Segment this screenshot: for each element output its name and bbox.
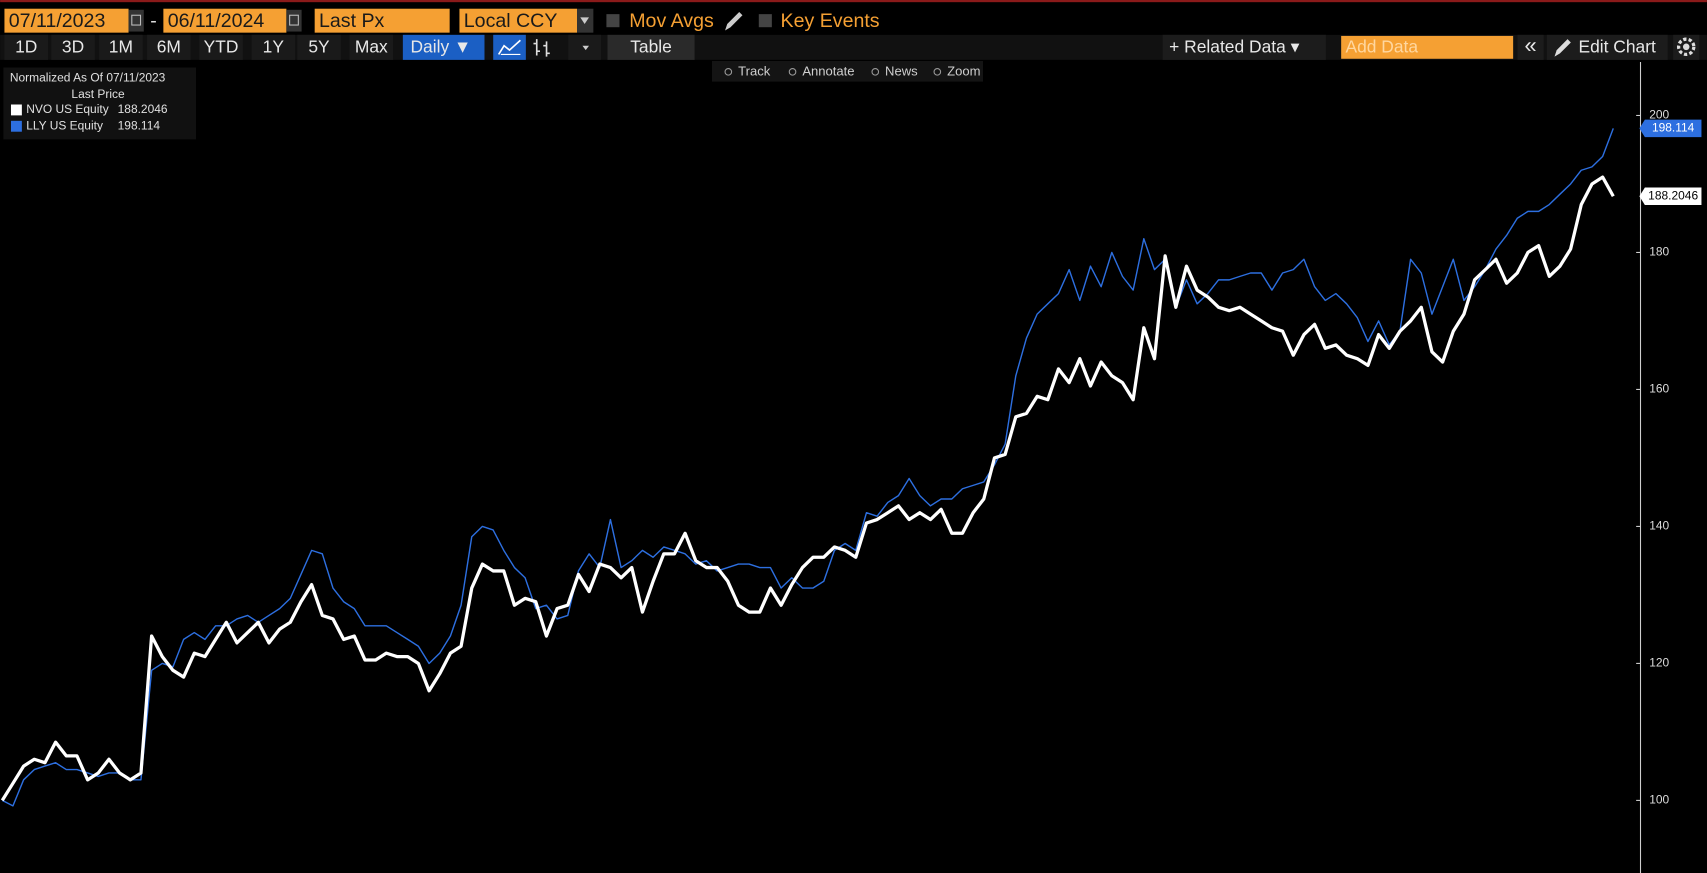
legend-value: 188.2046 bbox=[118, 102, 168, 116]
related-data-button[interactable] bbox=[1162, 34, 1326, 60]
field-text[interactable]: Last Px bbox=[319, 10, 385, 32]
y-tick-label: 120 bbox=[1649, 656, 1669, 670]
frequency-label[interactable]: Daily ▼ bbox=[410, 36, 471, 56]
y-tick-label: 140 bbox=[1649, 519, 1669, 533]
calendar-glyph bbox=[289, 14, 299, 26]
legend bbox=[3, 67, 197, 140]
series-line bbox=[1, 128, 1614, 807]
calendar-glyph bbox=[131, 14, 142, 26]
range-label[interactable]: YTD bbox=[204, 36, 239, 56]
last-value-tag bbox=[1639, 119, 1702, 138]
date-separator: - bbox=[150, 10, 157, 32]
range-buttons: 1D 3D 1M 6M YTD 1Y 5Y Max bbox=[4, 34, 394, 60]
last-value-label: 188.2046 bbox=[1648, 188, 1698, 202]
legend-name: LLY US Equity bbox=[26, 118, 103, 132]
tool-icon bbox=[933, 68, 942, 76]
pencil-icon[interactable] bbox=[725, 11, 743, 31]
start-date-field[interactable] bbox=[4, 8, 129, 33]
range-button[interactable] bbox=[147, 34, 191, 60]
tool-icon bbox=[724, 68, 733, 76]
add-data-field[interactable] bbox=[1341, 35, 1514, 59]
table-label[interactable]: Table bbox=[630, 36, 672, 56]
range-button[interactable] bbox=[349, 34, 394, 60]
end-date-field[interactable] bbox=[163, 8, 287, 33]
y-tick-label: 160 bbox=[1649, 382, 1669, 396]
line-icon bbox=[497, 39, 521, 55]
range-button[interactable] bbox=[4, 34, 48, 60]
legend-value: 198.114 bbox=[118, 118, 161, 132]
range-label[interactable]: 1Y bbox=[263, 36, 285, 56]
tool-label[interactable]: Zoom bbox=[947, 63, 980, 78]
range-button[interactable] bbox=[251, 34, 296, 60]
edit-chart-button[interactable] bbox=[1546, 34, 1668, 60]
key-events-checkbox[interactable] bbox=[758, 14, 772, 28]
range-label[interactable]: 1M bbox=[109, 36, 133, 56]
currency-text[interactable]: Local CCY bbox=[464, 10, 558, 32]
table-button[interactable] bbox=[607, 34, 695, 60]
range-label[interactable]: 6M bbox=[157, 36, 181, 56]
dropdown-arrow bbox=[580, 17, 589, 24]
gear-hub bbox=[1682, 43, 1690, 51]
frequency-button[interactable] bbox=[402, 34, 485, 60]
legend-title: Normalized As Of 07/11/2023 bbox=[10, 71, 166, 85]
end-date[interactable]: 06/11/2024 bbox=[168, 10, 265, 32]
range-label[interactable]: 5Y bbox=[308, 36, 330, 56]
range-label[interactable]: 1D bbox=[15, 36, 37, 56]
y-tick-label: 100 bbox=[1649, 793, 1669, 807]
add-data-placeholder[interactable]: Add Data bbox=[1346, 36, 1419, 56]
calendar-icon[interactable] bbox=[128, 9, 144, 32]
legend-swatch bbox=[10, 104, 22, 116]
tool-icon bbox=[871, 68, 880, 76]
range-label[interactable]: Max bbox=[355, 36, 388, 56]
top-border bbox=[0, 0, 1707, 3]
range-button[interactable] bbox=[199, 34, 243, 60]
last-value-label: 198.114 bbox=[1652, 121, 1695, 135]
related-data-label[interactable]: + Related Data ▾ bbox=[1169, 36, 1299, 56]
range-button[interactable] bbox=[99, 34, 143, 60]
tool-label[interactable]: Track bbox=[738, 63, 771, 78]
start-date[interactable]: 07/11/2023 bbox=[9, 10, 106, 32]
range-button[interactable] bbox=[51, 34, 95, 60]
legend-name: NVO US Equity bbox=[26, 102, 108, 116]
tool-icon bbox=[788, 68, 797, 76]
series-line bbox=[0, 175, 1615, 802]
y-tick-label: 200 bbox=[1649, 108, 1669, 122]
currency-selector[interactable] bbox=[459, 8, 578, 33]
y-tick-label: 180 bbox=[1649, 245, 1669, 259]
range-label[interactable]: 3D bbox=[62, 36, 84, 56]
mov-avgs-label[interactable]: Mov Avgs bbox=[629, 10, 714, 32]
tool-label[interactable]: News bbox=[885, 63, 918, 78]
range-button[interactable] bbox=[297, 34, 341, 60]
legend-entries: NVO US Equity 188.2046 LLY US Equity 198.11… bbox=[10, 102, 168, 132]
legend-subtitle: Last Price bbox=[71, 87, 125, 101]
calendar-icon[interactable] bbox=[286, 9, 302, 32]
bar-chart-button[interactable] bbox=[533, 39, 550, 57]
plot: 100 120 140 160 180 200 188.2046 198.114 bbox=[0, 108, 1702, 807]
collapse-button[interactable] bbox=[1517, 34, 1544, 60]
line-chart-button[interactable] bbox=[493, 34, 526, 60]
legend-swatch bbox=[10, 120, 22, 132]
chart-tools: Track Annotate News Zoom bbox=[724, 63, 981, 78]
last-value-tag bbox=[1639, 187, 1702, 205]
pencil-icon bbox=[1554, 39, 1571, 57]
gear-icon bbox=[1676, 37, 1696, 57]
mov-avgs-checkbox[interactable] bbox=[606, 14, 620, 28]
edit-chart-label[interactable]: Edit Chart bbox=[1578, 36, 1656, 56]
dropdown-arrow bbox=[582, 45, 589, 51]
field-selector[interactable] bbox=[314, 8, 450, 33]
key-events-label[interactable]: Key Events bbox=[781, 10, 880, 32]
collapse-label[interactable]: « bbox=[1525, 33, 1537, 58]
tool-label[interactable]: Annotate bbox=[802, 63, 854, 78]
chart-tools-bar bbox=[711, 60, 984, 82]
